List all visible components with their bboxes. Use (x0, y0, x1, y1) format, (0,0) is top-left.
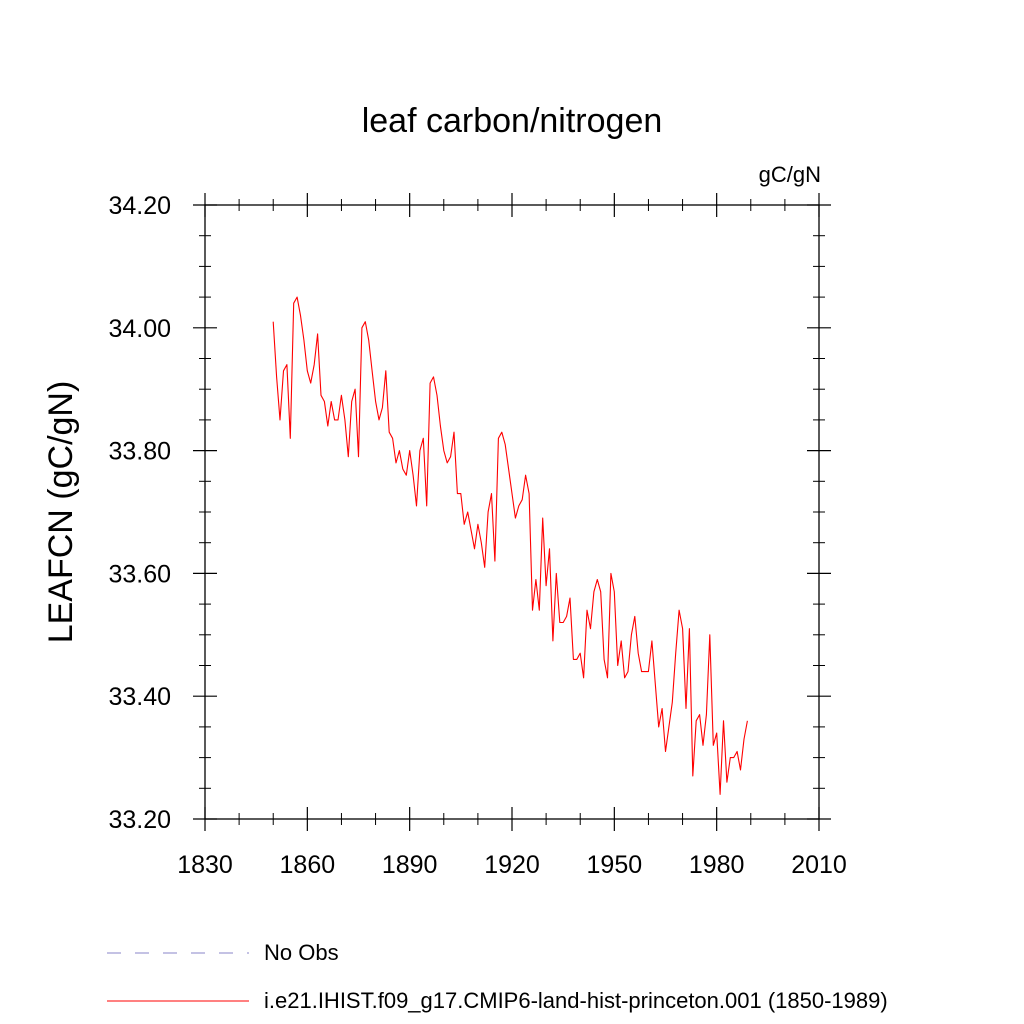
x-tick-label: 1980 (689, 851, 745, 879)
y-tick-label: 34.20 (108, 192, 171, 220)
x-axis-tick-labels: 1830 1860 1890 1920 1950 1980 2010 (177, 851, 847, 879)
y-tick-label: 33.60 (108, 560, 171, 588)
y-tick-label: 34.00 (108, 315, 171, 343)
y-tick-label: 33.80 (108, 438, 171, 466)
axis-ticks (193, 193, 831, 831)
y-axis-label: LEAFCN (gC/gN) (42, 381, 80, 644)
y-tick-label: 33.20 (108, 806, 171, 834)
series-layer (272, 296, 748, 795)
x-tick-label: 1830 (177, 851, 233, 879)
units-label: gC/gN (759, 162, 821, 187)
legend-label-simulation: i.e21.IHIST.f09_g17.CMIP6-land-hist-prin… (264, 988, 888, 1013)
legend: No Obs i.e21.IHIST.f09_g17.CMIP6-land-hi… (107, 940, 888, 1013)
x-tick-label: 2010 (791, 851, 847, 879)
x-tick-label: 1860 (280, 851, 336, 879)
x-tick-label: 1950 (587, 851, 643, 879)
x-tick-label: 1920 (484, 851, 540, 879)
series-line (272, 296, 748, 795)
y-axis-tick-labels: 33.20 33.40 33.60 33.80 34.00 34.20 (108, 192, 171, 834)
y-tick-label: 33.40 (108, 683, 171, 711)
chart-title: leaf carbon/nitrogen (362, 102, 663, 140)
x-tick-label: 1890 (382, 851, 438, 879)
legend-label-no-obs: No Obs (264, 940, 339, 965)
